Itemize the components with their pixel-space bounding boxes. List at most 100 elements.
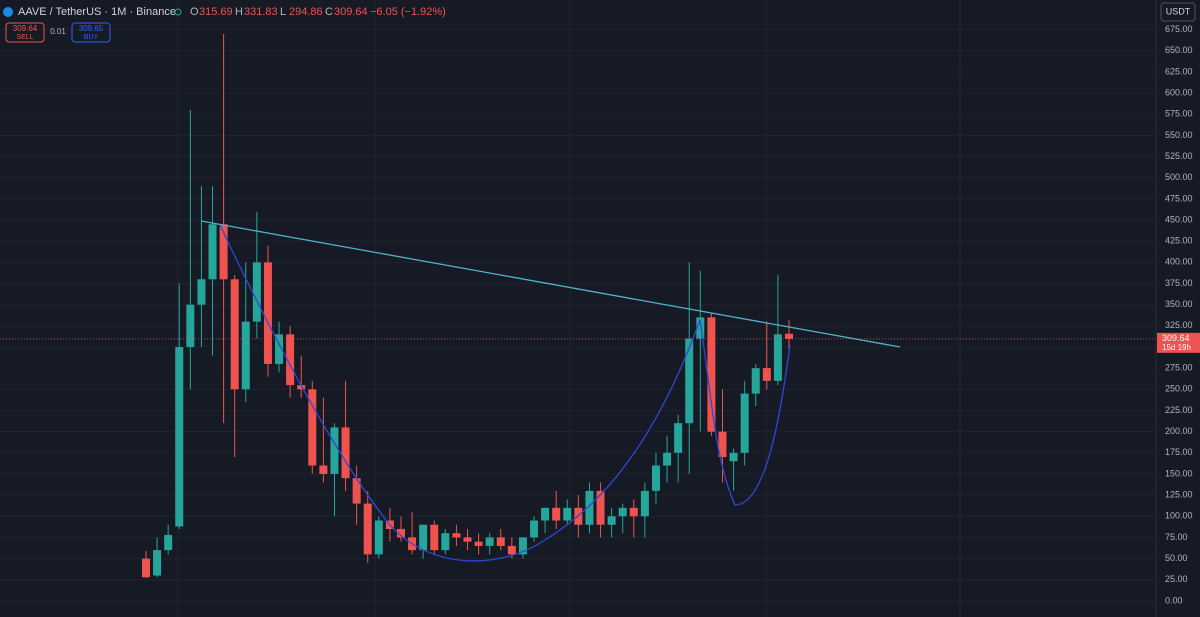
candle-body: [563, 507, 572, 521]
candle-body: [219, 224, 228, 280]
candle-body: [330, 427, 339, 474]
y-tick-label: 325.00: [1165, 320, 1193, 330]
ohlc-label: O: [190, 6, 199, 18]
ohlc-label: C: [325, 6, 333, 18]
candle-body: [197, 279, 206, 305]
candle-body: [297, 385, 306, 390]
candle-body: [729, 452, 738, 462]
currency: USDT: [1166, 6, 1191, 16]
y-tick-label: 150.00: [1165, 468, 1193, 478]
candle-body: [530, 520, 539, 538]
candle-body: [785, 333, 793, 339]
sell-price: 309.64: [13, 24, 38, 33]
y-tick-label: 525.00: [1165, 151, 1193, 161]
candle-body: [252, 262, 261, 322]
candle-body: [286, 334, 295, 386]
candle-body: [674, 423, 683, 453]
y-tick-label: 75.00: [1165, 532, 1188, 542]
candle-body: [275, 334, 284, 364]
candle-body: [607, 516, 616, 525]
y-tick-label: 400.00: [1165, 257, 1193, 267]
sell-label: SELL: [16, 34, 33, 41]
y-tick-label: 625.00: [1165, 66, 1193, 76]
candle-body: [186, 304, 195, 348]
candle-body: [718, 431, 727, 458]
candle-body: [740, 393, 749, 453]
candle-body: [585, 490, 594, 525]
ohlc-label: L: [280, 6, 286, 18]
currency-button[interactable]: [1160, 2, 1196, 22]
candle-body: [629, 507, 638, 517]
y-tick-label: 475.00: [1165, 193, 1193, 203]
ohlc-value: 294.86: [289, 6, 323, 18]
price-tag: [1157, 332, 1200, 353]
candle-body: [363, 503, 372, 555]
candle-body: [463, 537, 472, 542]
candle-body: [419, 524, 428, 551]
ohlc-value: 331.83: [244, 6, 278, 18]
y-tick-label: 225.00: [1165, 405, 1193, 415]
candle-body: [696, 317, 705, 339]
candles: [0, 33, 1156, 579]
candle-body: [352, 478, 361, 504]
candle-body: [707, 317, 716, 432]
candle-body: [452, 533, 461, 538]
candle-body: [230, 279, 239, 390]
y-tick-label: 500.00: [1165, 172, 1193, 182]
y-axis: 0.00 25.00 50.00 75.00 100.00 125.00 150.00 175…: [1157, 24, 1200, 605]
candle-body: [474, 541, 483, 546]
buy-button[interactable]: [71, 22, 111, 43]
ohlc-label: H: [235, 6, 243, 18]
candle-body: [241, 321, 250, 390]
candle-body: [430, 524, 439, 551]
candle-body: [263, 262, 272, 364]
candle-body: [507, 545, 516, 555]
candle-body: [685, 338, 694, 424]
candle-body: [308, 389, 317, 466]
y-tick-label: 450.00: [1165, 214, 1193, 224]
candle-body: [552, 507, 561, 521]
status-dot: [174, 8, 182, 16]
y-tick-label: 275.00: [1165, 363, 1193, 373]
candle-body: [751, 368, 760, 394]
candle-body: [341, 427, 350, 479]
candle-body: [640, 490, 649, 517]
candle-body: [496, 537, 505, 546]
y-tick-label: 0.00: [1165, 595, 1183, 605]
cup-curve: [219, 224, 791, 562]
y-tick-label: 50.00: [1165, 553, 1188, 563]
countdown: 15d 19h: [1162, 343, 1191, 352]
candle-body: [374, 520, 383, 555]
y-tick-label: 550.00: [1165, 130, 1193, 140]
candle-body: [175, 347, 184, 527]
ohlc-value: 309.64: [334, 6, 368, 18]
ohlc: O 315.69 H 331.83 L 294.86 C 309.64: [190, 6, 368, 18]
y-tick-label: 375.00: [1165, 278, 1193, 288]
candle-body: [441, 533, 450, 551]
y-tick-label: 125.00: [1165, 489, 1193, 499]
candle-body: [396, 528, 405, 538]
y-tick-label: 650.00: [1165, 45, 1193, 55]
change: −6.05 (−1.92%): [370, 6, 446, 18]
candle-body: [518, 537, 527, 555]
y-tick-label: 25.00: [1165, 574, 1188, 584]
y-tick-label: 675.00: [1165, 24, 1193, 34]
y-tick-label: 100.00: [1165, 511, 1193, 521]
candle-body: [596, 490, 605, 525]
candle-body: [208, 224, 217, 280]
y-tick-label: 575.00: [1165, 109, 1193, 119]
y-tick-label: 200.00: [1165, 426, 1193, 436]
sell-button[interactable]: [5, 22, 45, 43]
y-tick-label: 600.00: [1165, 87, 1193, 97]
candle-body: [485, 537, 494, 546]
y-tick-label: 250.00: [1165, 384, 1193, 394]
y-tick-label: 175.00: [1165, 447, 1193, 457]
y-tick-label: 425.00: [1165, 236, 1193, 246]
candle-body: [142, 558, 150, 578]
candle-body: [663, 452, 672, 466]
candle-body: [153, 550, 162, 576]
candle-body: [773, 334, 782, 381]
candle-body: [164, 534, 173, 551]
